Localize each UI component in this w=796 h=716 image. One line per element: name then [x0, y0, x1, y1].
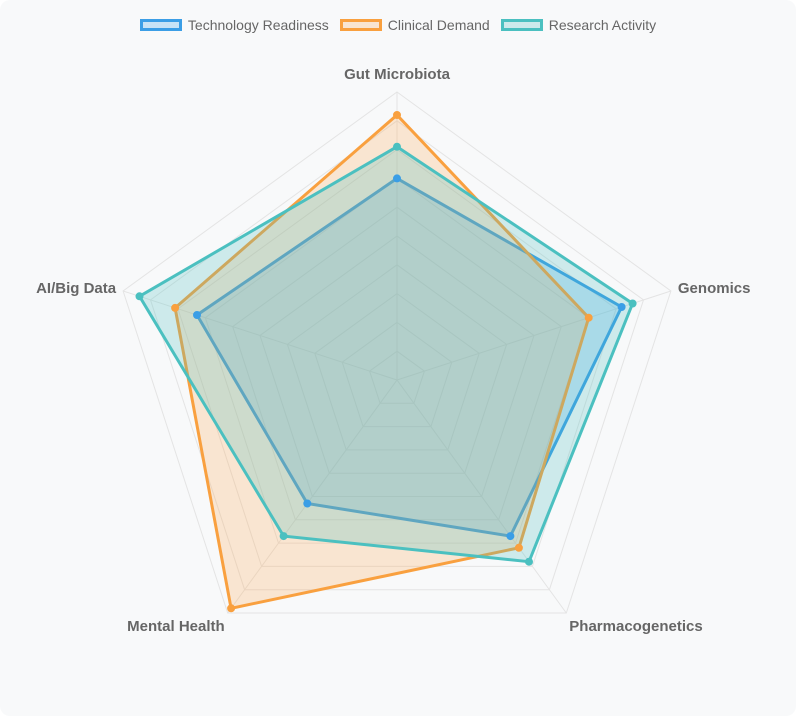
data-point-1-2 [514, 543, 523, 552]
legend-swatch [139, 19, 182, 31]
data-point-2-1 [628, 299, 637, 308]
data-point-1-0 [393, 111, 401, 119]
grid-ring [341, 321, 453, 428]
series-area-1 [173, 112, 591, 611]
grid-ring [286, 264, 508, 474]
data-point-0-3 [303, 499, 312, 508]
grid-ring [204, 177, 590, 544]
legend-label: Technology Readiness [187, 17, 329, 33]
data-point-0-0 [393, 174, 401, 183]
data-point-1-1 [584, 313, 593, 322]
data-point-2-4 [135, 292, 144, 301]
legend-item-1[interactable]: Clinical Demand [339, 17, 490, 33]
grid-ring [314, 292, 480, 451]
grid-spoke [122, 290, 398, 381]
data-point-2-3 [279, 532, 288, 541]
axis-label: Genomics [678, 280, 751, 297]
series-area-2 [137, 144, 635, 564]
data-point-0-2 [506, 532, 515, 541]
data-point-2-0 [393, 142, 401, 151]
grid-spoke [227, 379, 398, 614]
axis-label: AI/Big Data [36, 280, 117, 297]
legend-label: Clinical Demand [387, 17, 490, 33]
series-area-0 [194, 176, 624, 538]
data-point-1-4 [171, 303, 180, 312]
legend-item-2[interactable]: Research Activity [500, 17, 657, 33]
grid-ring [259, 235, 535, 497]
legend: Technology Readiness Clinical Demand Resea… [0, 17, 796, 33]
grid-spoke [396, 379, 567, 614]
grid-ring [122, 91, 672, 614]
grid-ring [232, 206, 562, 521]
axis-label: Pharmacogenetics [569, 618, 702, 635]
legend-label: Research Activity [548, 17, 657, 33]
axis-label: Mental Health [127, 618, 225, 635]
axis-label: Gut Microbiota [344, 66, 450, 83]
data-point-2-2 [525, 557, 533, 566]
legend-swatch [500, 19, 543, 31]
data-point-0-4 [193, 311, 201, 319]
grid-ring [149, 120, 645, 591]
data-point-1-3 [227, 604, 236, 613]
legend-item-0[interactable]: Technology Readiness [139, 17, 329, 33]
data-point-0-1 [617, 303, 626, 311]
grid-ring [369, 350, 425, 404]
legend-swatch [339, 19, 382, 31]
